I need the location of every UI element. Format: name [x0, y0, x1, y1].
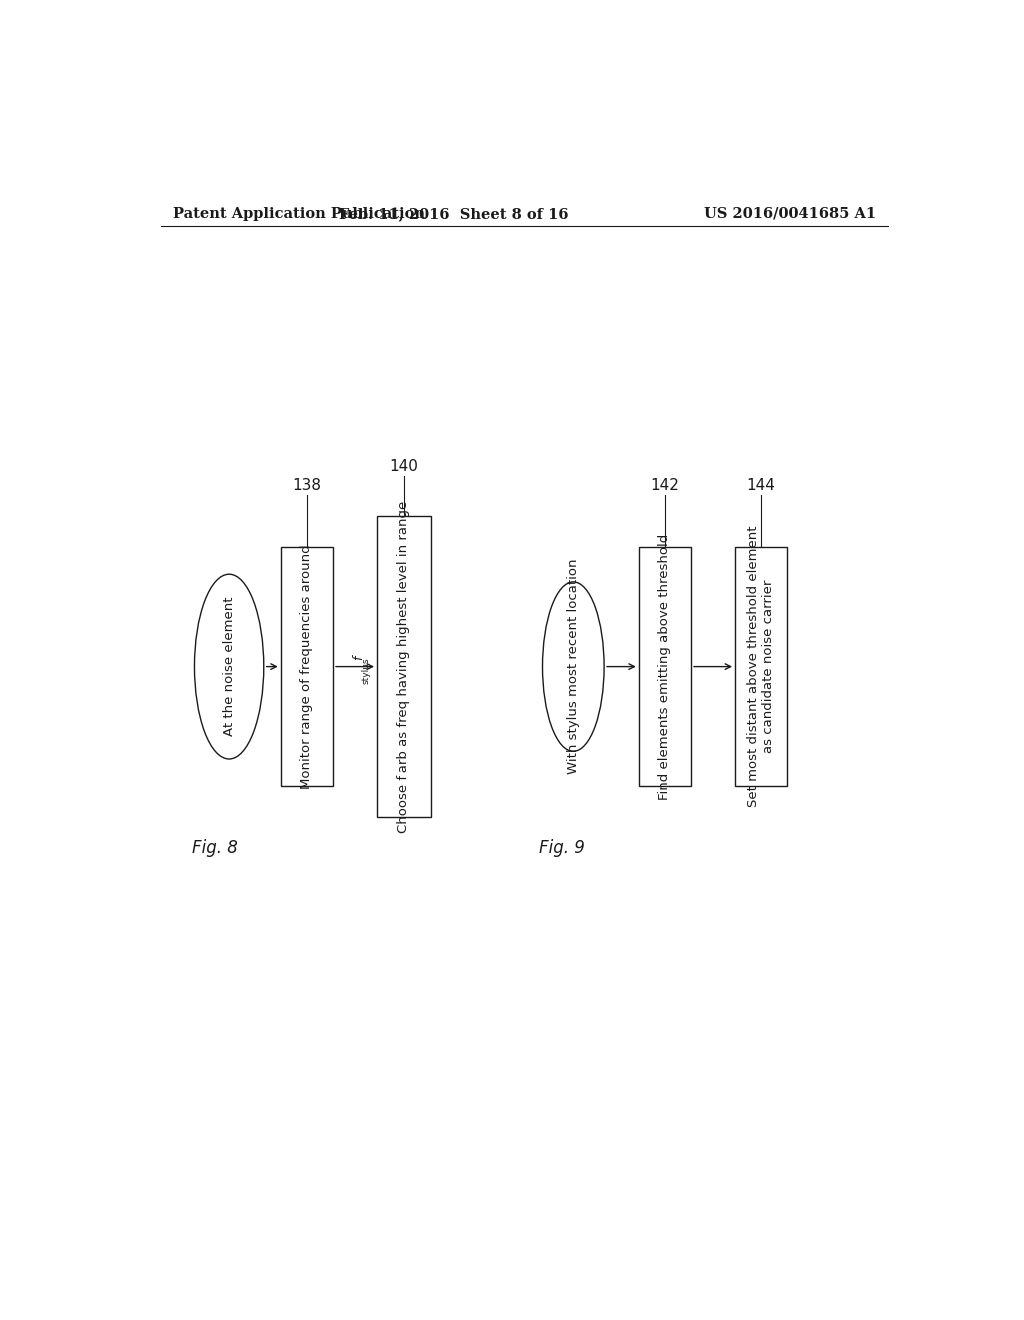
Text: f: f	[352, 656, 366, 660]
Text: Patent Application Publication: Patent Application Publication	[173, 207, 425, 220]
Text: Fig. 8: Fig. 8	[193, 838, 238, 857]
Text: 142: 142	[650, 478, 679, 494]
Text: stylus: stylus	[361, 657, 371, 684]
Text: Set most distant above threshold element
as candidate noise carrier: Set most distant above threshold element…	[748, 525, 775, 808]
Text: Find elements emitting above threshold: Find elements emitting above threshold	[658, 533, 672, 800]
Text: 144: 144	[746, 478, 775, 494]
Text: At the noise element: At the noise element	[222, 597, 236, 737]
Text: 138: 138	[293, 478, 322, 494]
Bar	[735, 548, 787, 785]
Text: 140: 140	[389, 459, 419, 474]
Text: Monitor range of frequencies around: Monitor range of frequencies around	[300, 544, 313, 789]
Bar	[281, 548, 333, 785]
Bar	[639, 548, 691, 785]
Text: US 2016/0041685 A1: US 2016/0041685 A1	[703, 207, 876, 220]
Text: Choose f arb as freq having highest level in range: Choose f arb as freq having highest leve…	[397, 500, 411, 833]
Bar	[377, 516, 431, 817]
Text: Feb. 11, 2016  Sheet 8 of 16: Feb. 11, 2016 Sheet 8 of 16	[339, 207, 568, 220]
Text: Fig. 9: Fig. 9	[539, 838, 585, 857]
Text: With stylus most recent location: With stylus most recent location	[567, 558, 580, 775]
